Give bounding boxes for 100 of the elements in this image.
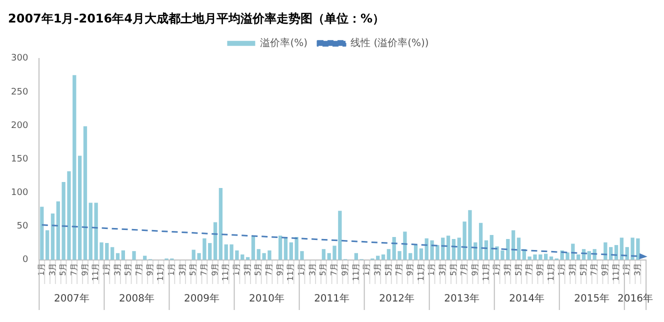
- x-tick-label: 1月: [36, 262, 46, 276]
- bar: [587, 251, 592, 260]
- x-tick-label: 7月: [524, 262, 534, 276]
- x-tick-label: 3月: [48, 262, 57, 276]
- bar: [322, 249, 326, 260]
- chart-title: 2007年1月-2016年4月大成都土地月平均溢价率走势图（单位：%）: [8, 11, 384, 26]
- text: 2012年: [379, 292, 415, 305]
- x-tick-label: 5月: [384, 262, 393, 276]
- x-tick-label: 9月: [80, 262, 90, 276]
- text: 2016年: [618, 292, 653, 305]
- x-tick-label: 5月: [58, 262, 68, 276]
- y-tick-label: 150: [10, 154, 28, 164]
- y-tick-label: 300: [10, 54, 28, 64]
- x-tick-label: 7月: [590, 262, 599, 276]
- x-tick-label: 11月: [221, 262, 230, 282]
- x-tick-label: 11月: [156, 262, 166, 282]
- x-tick-label: 7月: [394, 262, 404, 276]
- bar: [516, 238, 521, 260]
- x-tick-label: 3月: [502, 262, 512, 276]
- legend-label: 溢价率(%): [260, 36, 308, 49]
- x-tick-label: 5月: [514, 262, 523, 276]
- x-tick-label: 5月: [578, 262, 588, 276]
- x-tick-label: 3月: [372, 262, 382, 276]
- x-tick-label: 5月: [188, 262, 198, 276]
- x-tick-label: 3月: [112, 262, 122, 276]
- x-tick-label: 1月: [167, 262, 176, 276]
- y-tick-label: 200: [10, 120, 28, 131]
- bar: [213, 222, 218, 260]
- x-tick-label: 1月: [427, 262, 436, 276]
- x-tick-label: 11月: [286, 262, 296, 282]
- bar: [278, 236, 282, 260]
- text: 2007年: [54, 292, 90, 305]
- x-tick-label: 9月: [145, 262, 154, 276]
- bar: [251, 236, 256, 260]
- bar: [446, 236, 450, 260]
- bar: [78, 156, 82, 260]
- x-tick-label: 1月: [362, 262, 372, 276]
- x-tick-label: 11月: [546, 262, 556, 282]
- x-tick-label: 3月: [242, 262, 252, 276]
- text: 2015年: [574, 292, 610, 305]
- bar: [83, 126, 88, 260]
- bar: [246, 257, 250, 260]
- bar: [45, 230, 50, 260]
- y-tick-label: 0: [22, 255, 28, 266]
- x-tick-label: 11月: [611, 262, 620, 282]
- y-tick-label: 50: [16, 222, 28, 232]
- bar: [414, 245, 418, 260]
- bar: [50, 213, 55, 260]
- bar: [478, 222, 483, 260]
- x-tick-label: 7月: [69, 262, 78, 276]
- x-tick-label: 9月: [340, 262, 350, 276]
- x-tick-label: 3月: [438, 262, 447, 276]
- x-tick-label: 9月: [275, 262, 284, 276]
- x-tick-label: 1月: [557, 262, 566, 276]
- x-tick-label: 1月: [297, 262, 306, 276]
- x-tick-label: 9月: [535, 262, 544, 276]
- x-tick-label: 7月: [200, 262, 209, 276]
- bar: [110, 247, 114, 260]
- bar: [40, 206, 44, 260]
- x-tick-label: 7月: [134, 262, 144, 276]
- x-tick-label: 1月: [492, 262, 502, 276]
- x-tick-label: 5月: [318, 262, 328, 276]
- x-tick-label: 5月: [254, 262, 263, 276]
- x-tick-label: 9月: [600, 262, 610, 276]
- text: 2010年: [249, 292, 284, 305]
- x-tick-label: 9月: [405, 262, 414, 276]
- bar: [116, 253, 120, 260]
- x-tick-label: 7月: [330, 262, 339, 276]
- x-tick-label: 1月: [622, 262, 632, 276]
- x-tick-label: 11月: [91, 262, 100, 282]
- x-tick-label: 7月: [460, 262, 469, 276]
- x-tick-label: 11月: [481, 262, 490, 282]
- x-tick-label: 3月: [568, 262, 577, 276]
- x-tick-label: 1月: [102, 262, 111, 276]
- y-tick-label: 250: [10, 87, 28, 98]
- x-tick-label: 7月: [264, 262, 274, 276]
- text: 2013年: [444, 292, 480, 305]
- x-tick-label: 5月: [448, 262, 458, 276]
- text: 2011年: [314, 292, 350, 305]
- bar: [354, 253, 358, 260]
- x-tick-label: 3月: [633, 262, 642, 276]
- text: 2009年: [184, 292, 220, 305]
- x-tick-label: 3月: [178, 262, 187, 276]
- legend-label: 线性 (溢价率(%)): [350, 36, 429, 49]
- x-tick-label: 5月: [124, 262, 133, 276]
- x-tick-label: 1月: [232, 262, 242, 276]
- x-tick-label: 3月: [308, 262, 317, 276]
- bar: [121, 250, 125, 260]
- x-tick-label: 11月: [416, 262, 426, 282]
- bar: [620, 238, 624, 260]
- bar: [419, 248, 424, 260]
- bar: [386, 249, 391, 260]
- text: 2014年: [509, 292, 545, 305]
- bar: [132, 251, 136, 260]
- text: 2008年: [118, 292, 154, 305]
- y-tick-label: 100: [10, 188, 28, 198]
- x-tick-label: 9月: [470, 262, 480, 276]
- x-tick-label: 9月: [210, 262, 220, 276]
- x-tick-label: 11月: [351, 262, 360, 282]
- bar: [218, 188, 223, 260]
